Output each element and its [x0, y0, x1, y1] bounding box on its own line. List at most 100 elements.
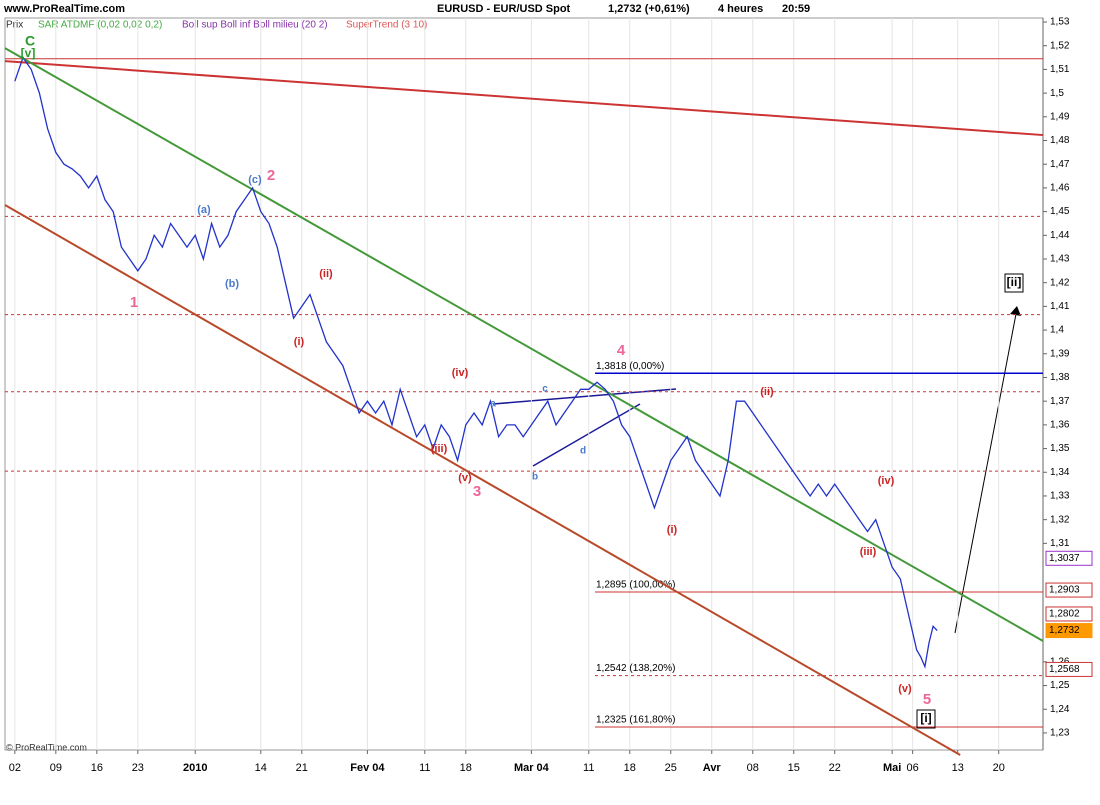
x-tick-label: 18	[624, 762, 636, 774]
y-tick-label: 1,5	[1050, 88, 1064, 99]
wave-label: (i)	[667, 524, 678, 536]
wave-box	[916, 709, 936, 729]
price-line	[14, 56, 938, 669]
wave-label: (iii)	[860, 546, 877, 558]
y-tick-label: 1,41	[1050, 301, 1070, 312]
y-tick-label: 1,36	[1050, 420, 1070, 431]
wave-label: (ii)	[319, 268, 333, 280]
wave-label: [ii]	[1007, 275, 1022, 289]
price-box	[1045, 623, 1093, 639]
legend-sar: SAR ATDMF (0,02 0,02 0,2)	[38, 20, 162, 31]
price-label: 1,3037	[1049, 553, 1080, 564]
price-label: 1,2568	[1049, 664, 1080, 675]
y-tick-label: 1,39	[1050, 348, 1070, 359]
price-box	[1045, 606, 1093, 622]
x-tick-label: 02	[9, 762, 21, 774]
x-tick-label: 25	[665, 762, 677, 774]
y-tick-label: 1,52	[1050, 40, 1070, 51]
plot-area	[4, 17, 1044, 751]
y-tick-label: 1,32	[1050, 514, 1070, 525]
y-tick-label: 1,31	[1050, 538, 1070, 549]
wave-label: 3	[473, 483, 481, 500]
y-tick-label: 1,25	[1050, 680, 1070, 691]
y-tick-label: 1,53	[1050, 17, 1070, 28]
triangle	[492, 388, 677, 467]
x-tick-label: 13	[952, 762, 964, 774]
level-label: 1,3818 (0,00%)	[596, 361, 664, 372]
wave-label: [v]	[21, 46, 36, 60]
wave-label: (a)	[197, 204, 211, 216]
y-tick-label: 1,34	[1050, 467, 1070, 478]
level-label: 1,2542 (138,20%)	[596, 663, 676, 674]
wave-label: (v)	[898, 683, 912, 695]
y-tick-label: 1,47	[1050, 159, 1070, 170]
wave-label: (b)	[225, 278, 239, 290]
wave-label: 5	[923, 691, 931, 708]
y-tick-label: 1,24	[1050, 704, 1070, 715]
wave-label: (iv)	[452, 367, 469, 379]
x-tick-label: 23	[132, 762, 144, 774]
price-label: 1,2903	[1049, 585, 1080, 596]
y-tick-label: 1,42	[1050, 277, 1070, 288]
trendline	[4, 204, 961, 756]
x-tick-label: 15	[788, 762, 800, 774]
x-tick-label: Fev 04	[350, 762, 385, 774]
x-tick-label: 11	[419, 762, 430, 774]
quote: 1,2732 (+0,61%)	[608, 3, 690, 15]
triangle-line	[532, 403, 641, 467]
y-tick-label: 1,38	[1050, 372, 1070, 383]
x-tick-label: 08	[747, 762, 759, 774]
wave-label: 4	[617, 342, 626, 359]
x-tick-label: 21	[296, 762, 308, 774]
x-tick-label: Avr	[703, 762, 722, 774]
x-tick-label: Mai	[883, 762, 901, 774]
legend-supertrend: SuperTrend (3 10)	[346, 20, 427, 31]
y-tick-label: 1,49	[1050, 111, 1070, 122]
y-tick-label: 1,51	[1050, 64, 1070, 75]
y-tick-label: 1,4	[1050, 325, 1064, 336]
y-tick-label: 1,33	[1050, 491, 1070, 502]
wave-label: C	[25, 33, 35, 49]
arrow-head	[1010, 306, 1021, 316]
x-tick-label: 2010	[183, 762, 207, 774]
arrow	[954, 313, 1017, 634]
y-tick-label: 1,35	[1050, 443, 1070, 454]
period: 4 heures	[718, 3, 763, 15]
wave-label: 2	[267, 167, 275, 184]
x-tick-label: 16	[91, 762, 103, 774]
wave-label: (iv)	[878, 475, 895, 487]
x-tick-label: 06	[907, 762, 919, 774]
x-tick-label: 09	[50, 762, 62, 774]
wave-label: b	[532, 472, 538, 483]
price-box	[1045, 550, 1093, 566]
wave-label: (ii)	[760, 386, 774, 398]
footer: © ProRealTime.com	[6, 742, 87, 752]
price-box	[1045, 661, 1093, 677]
wave-label: d	[580, 446, 586, 457]
instrument: EURUSD - EUR/USD Spot	[437, 3, 571, 15]
time: 20:59	[782, 3, 810, 15]
x-tick-label: 14	[255, 762, 267, 774]
wave-label: (v)	[458, 472, 472, 484]
wave-label: [i]	[920, 711, 931, 725]
y-tick-label: 1,23	[1050, 728, 1070, 739]
x-tick-label: 20	[993, 762, 1005, 774]
site: www.ProRealTime.com	[3, 3, 125, 15]
trendline	[4, 47, 1044, 642]
price-label: 1,2802	[1049, 609, 1080, 620]
x-tick-label: 18	[460, 762, 472, 774]
price-label: 1,2732	[1049, 625, 1080, 636]
wave-label: c	[542, 384, 548, 395]
x-tick-label: Mar 04	[514, 762, 550, 774]
layer: 1,531,521,511,51,491,481,471,461,451,441…	[4, 17, 1093, 774]
trendline	[4, 60, 1044, 137]
x-tick-label: 11	[583, 762, 594, 774]
legend-boll: Boll sup Boll inf Boll milieu (20 2)	[182, 20, 328, 31]
wave-label: a	[490, 399, 496, 410]
x-tick-label: 22	[829, 762, 841, 774]
y-tick-label: 1,48	[1050, 135, 1070, 146]
y-tick-label: 1,46	[1050, 183, 1070, 194]
price-box	[1045, 582, 1093, 598]
wave-label: (iii)	[431, 443, 448, 455]
